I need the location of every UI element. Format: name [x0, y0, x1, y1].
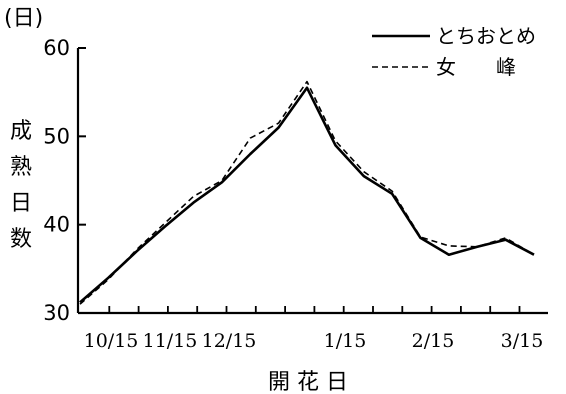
y-unit-label: (日): [4, 6, 43, 31]
series-lines: [79, 80, 535, 305]
y-tick-label: 60: [43, 36, 70, 60]
y-tick-label: 30: [43, 301, 70, 325]
y-tick-label: 40: [43, 213, 70, 237]
x-axis-label: 開 花 日: [268, 370, 348, 394]
series-line-tochiotome: [79, 86, 535, 304]
legend: とちおとめ 女 峰: [372, 24, 536, 79]
x-ticks: 10/15 11/15 12/15 1/15 2/15 3/15: [84, 306, 544, 352]
x-tick-label: 2/15: [412, 330, 455, 352]
x-tick-label: 10/15: [84, 330, 139, 352]
legend-label-tochiotome: とちおとめ: [436, 24, 536, 48]
x-tick-label: 1/15: [324, 330, 367, 352]
legend-label-nyoho: 女 峰: [436, 55, 516, 79]
x-tick-label: 3/15: [501, 330, 544, 352]
y-ticks: 30 40 50 60: [43, 36, 86, 325]
x-tick-label: 11/15: [143, 330, 198, 352]
y-axis-label: 成熟日数: [10, 119, 32, 252]
series-line-nyoho: [79, 80, 535, 305]
x-tick-label: 12/15: [202, 330, 257, 352]
y-tick-label: 50: [43, 124, 70, 148]
